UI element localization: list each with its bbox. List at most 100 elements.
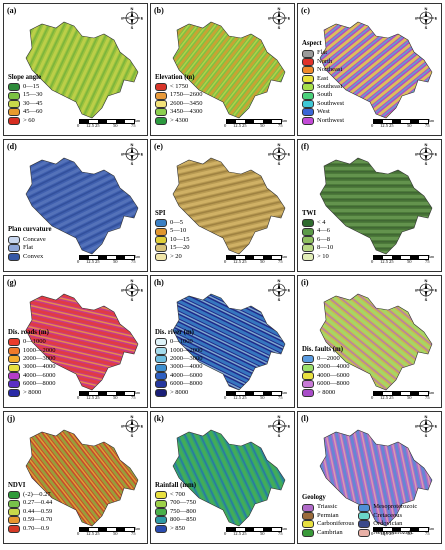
scale-tick-label: 75	[131, 259, 136, 264]
legend-item-label: 1000—2000	[170, 346, 203, 354]
legend-swatch	[8, 252, 20, 261]
study-area-map	[172, 429, 286, 527]
legend-item: 0—1000	[8, 338, 56, 347]
map-panel: (g) N E S W Dis. roads (m) 0—10001000—20002000…	[3, 275, 148, 408]
panel-label: (c)	[301, 6, 310, 15]
scale-tick-label: 12.5	[233, 123, 242, 128]
legend-list: Triassic Mesoproterozoic Permian Cretaceous…	[302, 503, 417, 537]
legend-item-label: 6000—8000	[317, 380, 350, 388]
scale-tick-label: 12.5	[86, 395, 95, 400]
legend-item: 15—20	[155, 244, 190, 253]
legend-swatch	[155, 235, 167, 244]
compass-letter-w: W	[268, 288, 271, 293]
map-legend: Dis. roads (m) 0—1000 1000—2000 2000—3000 30…	[8, 329, 56, 397]
legend-item-label: Ordovician	[373, 520, 403, 528]
scale-tick-label: 25	[389, 259, 394, 264]
legend-swatch	[302, 244, 314, 253]
legend-item-label: 0.70—0.9	[23, 524, 49, 532]
legend-item-label: Southwest	[317, 99, 345, 107]
study-area-map	[25, 157, 139, 255]
study-area-map	[25, 429, 139, 527]
study-area-polygon	[172, 157, 286, 255]
legend-item: < 1750	[155, 82, 203, 92]
study-area-polygon	[25, 157, 139, 255]
study-area-polygon	[319, 293, 433, 391]
compass-letter-s: S	[131, 25, 134, 29]
legend-item: 2000—4000	[302, 363, 350, 372]
legend-item: 750—800	[155, 508, 196, 516]
legend-item: Southeast	[302, 83, 344, 92]
panel-label: (d)	[7, 142, 17, 151]
legend-swatch	[302, 520, 314, 529]
scale-bar-segments	[373, 527, 429, 532]
legend-item-label: > 10	[317, 252, 329, 260]
legend-item-label: > 4300	[170, 116, 189, 124]
legend-item: Cambrian	[302, 529, 354, 537]
legend-item-label: < 1750	[170, 82, 189, 90]
compass-letter-n: N	[425, 143, 428, 147]
compass-letter-w: W	[121, 152, 124, 157]
scale-tick-label: 25	[95, 259, 100, 264]
legend-swatch	[8, 91, 20, 100]
scale-unit: km	[429, 526, 435, 531]
legend-item-label: Northwest	[317, 116, 345, 124]
legend-swatch	[8, 499, 20, 508]
legend-item: 3000—4000	[155, 363, 203, 372]
legend-item-label: Carboniferous	[317, 520, 355, 528]
scale-bar: km 0 12.5 25 50 75	[77, 390, 141, 403]
legend-item-label: Northeast	[317, 66, 343, 74]
legend-item-label: Triassic	[317, 503, 338, 511]
scale-tick-label: 50	[407, 123, 412, 128]
scale-tick-label: 50	[407, 531, 412, 536]
scale-tick-label: 75	[425, 123, 430, 128]
compass-letter-n: N	[278, 143, 281, 147]
legend-swatch	[302, 99, 314, 108]
study-area-polygon	[172, 293, 286, 391]
scale-unit: km	[282, 526, 288, 531]
legend-list: 0—1000 1000—2000 2000—3000 3000—4000 4000—60…	[8, 338, 56, 397]
scale-bar-segments	[79, 255, 135, 260]
legend-item: Carboniferous	[302, 520, 355, 529]
legend-list: 0—2000 2000—4000 4000—6000 6000—8000 > 8000	[302, 355, 350, 397]
study-area-map	[172, 21, 286, 119]
map-legend: NDVI (-2)—0.27 0.27—0.44 0.44—0.59 0.59—0.70…	[8, 482, 52, 533]
map-panel: (i)NESWDis. faults (m)0—20002000—4000400…	[297, 275, 442, 408]
legend-swatch	[155, 363, 167, 372]
legend-item: Northwest	[302, 117, 344, 125]
legend-item: Southwest	[302, 100, 344, 108]
scale-tick-label: 12.5	[233, 395, 242, 400]
legend-item-label: 0—1000	[170, 338, 193, 346]
scale-bar: km 0 12.5 25 50 75	[371, 118, 435, 131]
scale-tick-label: 12.5	[86, 123, 95, 128]
scale-tick-label: 25	[242, 259, 247, 264]
map-panel: (j)NESWNDVI(-2)—0.270.27—0.440.44—0.590.…	[3, 411, 148, 544]
legend-list: < 700 700—750 750—800 800—850 > 850	[155, 491, 196, 533]
compass-letter-s: S	[278, 161, 281, 165]
legend-item: > 10	[302, 253, 333, 261]
legend-item: Flat	[302, 49, 344, 58]
legend-swatch	[155, 252, 167, 261]
legend-item-label: Concave	[23, 235, 46, 243]
legend-item: 4000—6000	[302, 372, 350, 380]
legend-item: > 8000	[8, 389, 56, 397]
compass-letter-s: S	[425, 433, 428, 437]
legend-swatch	[155, 83, 167, 92]
legend-title: Dis. roads (m)	[8, 328, 49, 336]
scale-unit: km	[429, 118, 435, 123]
legend-item-label: 0—5	[170, 218, 183, 226]
study-area-polygon	[319, 429, 433, 527]
scale-unit: km	[282, 118, 288, 123]
panel-label: (e)	[154, 142, 163, 151]
scale-bar-segments	[226, 255, 282, 260]
scale-bar-segments	[373, 119, 429, 124]
legend-list: Flat North Northeast East Southeast South Sout…	[302, 49, 344, 125]
map-legend: TWI < 4 4—6 6—8 8—10 > 10	[302, 210, 333, 261]
legend-item-label: 0.59—0.70	[23, 516, 53, 524]
legend-item: Permian	[302, 512, 354, 520]
scale-tick-label: 0	[77, 395, 80, 400]
scale-bar: km 0 12.5 25 50 75	[224, 118, 288, 131]
legend-item: (-2)—0.27	[8, 491, 52, 500]
legend-item-label: 6—8	[317, 235, 330, 243]
